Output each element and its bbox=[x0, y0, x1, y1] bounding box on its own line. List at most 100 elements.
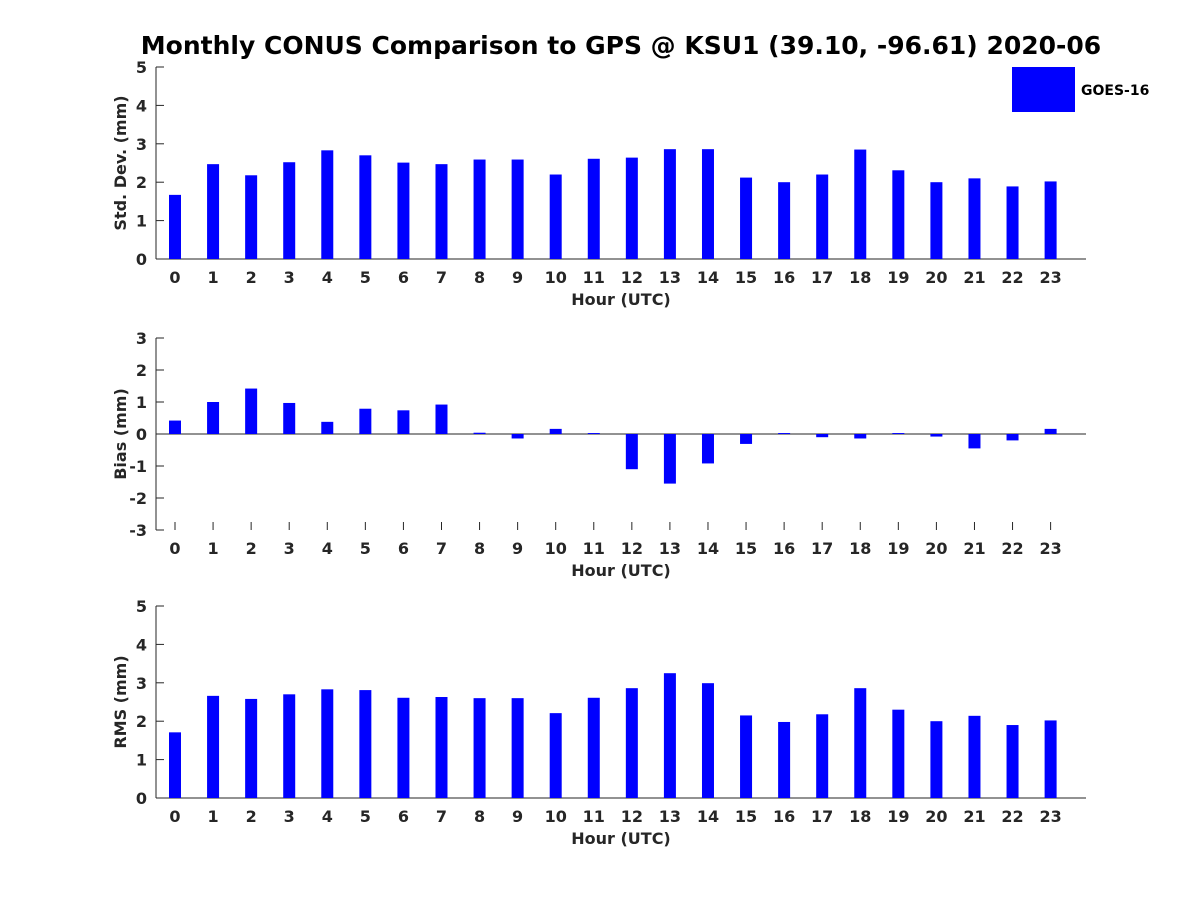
x-axis-label: Hour (UTC) bbox=[571, 829, 671, 848]
bar-bias-hour-6 bbox=[397, 410, 410, 434]
x-axis-label: Hour (UTC) bbox=[571, 290, 671, 309]
y-tick-label: 2 bbox=[136, 712, 147, 731]
x-tick-label: 12 bbox=[621, 539, 643, 558]
x-tick-label: 22 bbox=[1001, 807, 1023, 826]
x-tick-label: 1 bbox=[207, 539, 218, 558]
x-tick-label: 15 bbox=[735, 807, 757, 826]
y-tick-label: 0 bbox=[136, 789, 147, 808]
x-tick-label: 22 bbox=[1001, 539, 1023, 558]
bar-rms-hour-3 bbox=[283, 694, 296, 798]
y-axis-label: RMS (mm) bbox=[111, 655, 130, 748]
x-tick-label: 0 bbox=[169, 268, 180, 287]
x-tick-label: 0 bbox=[169, 539, 180, 558]
x-tick-label: 5 bbox=[360, 539, 371, 558]
x-tick-label: 21 bbox=[963, 539, 985, 558]
bar-bias-hour-11 bbox=[587, 433, 600, 434]
bar-bias-hour-17 bbox=[816, 434, 829, 438]
x-tick-label: 10 bbox=[545, 539, 567, 558]
x-tick-label: 6 bbox=[398, 268, 409, 287]
y-tick-label: 5 bbox=[136, 597, 147, 616]
x-tick-label: 21 bbox=[963, 807, 985, 826]
chart-title: Monthly CONUS Comparison to GPS @ KSU1 (… bbox=[141, 31, 1101, 60]
bar-rms-hour-18 bbox=[854, 688, 867, 798]
x-tick-label: 16 bbox=[773, 539, 795, 558]
x-tick-label: 11 bbox=[583, 539, 605, 558]
x-tick-label: 12 bbox=[621, 807, 643, 826]
y-tick-label: 3 bbox=[136, 135, 147, 154]
bar-rms-hour-22 bbox=[1006, 725, 1019, 798]
bar-rms-hour-9 bbox=[511, 698, 524, 798]
bar-std-dev-hour-1 bbox=[207, 164, 220, 259]
x-tick-label: 19 bbox=[887, 539, 909, 558]
bar-bias-hour-1 bbox=[207, 402, 220, 434]
bar-std-dev-hour-5 bbox=[359, 155, 372, 259]
bar-std-dev-hour-8 bbox=[473, 159, 486, 259]
y-axis-label: Bias (mm) bbox=[111, 388, 130, 480]
x-tick-label: 4 bbox=[322, 807, 333, 826]
x-tick-label: 8 bbox=[474, 268, 485, 287]
bar-bias-hour-4 bbox=[321, 421, 334, 434]
x-tick-label: 22 bbox=[1001, 268, 1023, 287]
bar-rms-hour-4 bbox=[321, 689, 334, 798]
x-tick-label: 5 bbox=[360, 807, 371, 826]
x-tick-label: 7 bbox=[436, 268, 447, 287]
x-tick-label: 15 bbox=[735, 539, 757, 558]
y-tick-label: -1 bbox=[129, 457, 147, 476]
bar-bias-hour-8 bbox=[473, 432, 486, 434]
bar-bias-hour-22 bbox=[1006, 434, 1019, 441]
x-tick-label: 14 bbox=[697, 539, 719, 558]
y-tick-label: 1 bbox=[136, 393, 147, 412]
bar-std-dev-hour-6 bbox=[397, 162, 410, 259]
x-tick-label: 18 bbox=[849, 539, 871, 558]
x-tick-label: 6 bbox=[398, 539, 409, 558]
x-tick-label: 7 bbox=[436, 807, 447, 826]
legend: GOES-16 bbox=[1012, 67, 1149, 112]
bar-rms-hour-7 bbox=[435, 697, 448, 798]
legend-label-goes-16: GOES-16 bbox=[1081, 83, 1149, 99]
bar-rms-hour-13 bbox=[663, 673, 676, 798]
x-axis-label: Hour (UTC) bbox=[571, 561, 671, 580]
x-tick-label: 14 bbox=[697, 268, 719, 287]
bar-rms-hour-8 bbox=[473, 698, 486, 798]
bar-std-dev-hour-0 bbox=[169, 194, 181, 259]
bar-bias-hour-0 bbox=[169, 420, 181, 434]
y-tick-label: 3 bbox=[136, 329, 147, 348]
bar-std-dev-hour-18 bbox=[854, 149, 867, 259]
bar-rms-hour-15 bbox=[740, 715, 753, 798]
bar-std-dev-hour-20 bbox=[930, 182, 943, 259]
x-tick-label: 13 bbox=[659, 539, 681, 558]
bar-std-dev-hour-9 bbox=[511, 159, 524, 259]
legend-swatch-goes-16 bbox=[1012, 67, 1075, 112]
bar-std-dev-hour-4 bbox=[321, 150, 334, 259]
bar-bias-hour-15 bbox=[740, 434, 753, 444]
y-tick-label: 2 bbox=[136, 173, 147, 192]
bar-rms-hour-0 bbox=[169, 732, 181, 798]
x-tick-label: 20 bbox=[925, 807, 947, 826]
bar-bias-hour-12 bbox=[625, 434, 638, 470]
y-tick-label: 1 bbox=[136, 212, 147, 231]
x-tick-label: 10 bbox=[545, 268, 567, 287]
y-tick-label: 2 bbox=[136, 361, 147, 380]
bar-rms-hour-21 bbox=[968, 715, 981, 798]
x-tick-label: 18 bbox=[849, 807, 871, 826]
x-tick-label: 8 bbox=[474, 539, 485, 558]
x-tick-label: 23 bbox=[1039, 268, 1061, 287]
x-tick-label: 3 bbox=[284, 539, 295, 558]
bar-bias-hour-19 bbox=[892, 433, 905, 434]
bar-bias-hour-2 bbox=[245, 388, 258, 434]
bar-std-dev-hour-12 bbox=[625, 157, 638, 259]
x-tick-label: 2 bbox=[246, 268, 257, 287]
y-tick-label: 3 bbox=[136, 674, 147, 693]
bar-rms-hour-11 bbox=[587, 697, 600, 798]
x-tick-label: 17 bbox=[811, 268, 833, 287]
x-tick-label: 11 bbox=[583, 807, 605, 826]
y-tick-label: 5 bbox=[136, 58, 147, 77]
x-tick-label: 2 bbox=[246, 539, 257, 558]
bar-bias-hour-10 bbox=[549, 428, 562, 434]
bar-std-dev-hour-14 bbox=[701, 149, 714, 259]
x-tick-label: 20 bbox=[925, 268, 947, 287]
bar-bias-hour-18 bbox=[854, 434, 867, 439]
y-tick-label: 0 bbox=[136, 250, 147, 269]
x-tick-label: 18 bbox=[849, 268, 871, 287]
